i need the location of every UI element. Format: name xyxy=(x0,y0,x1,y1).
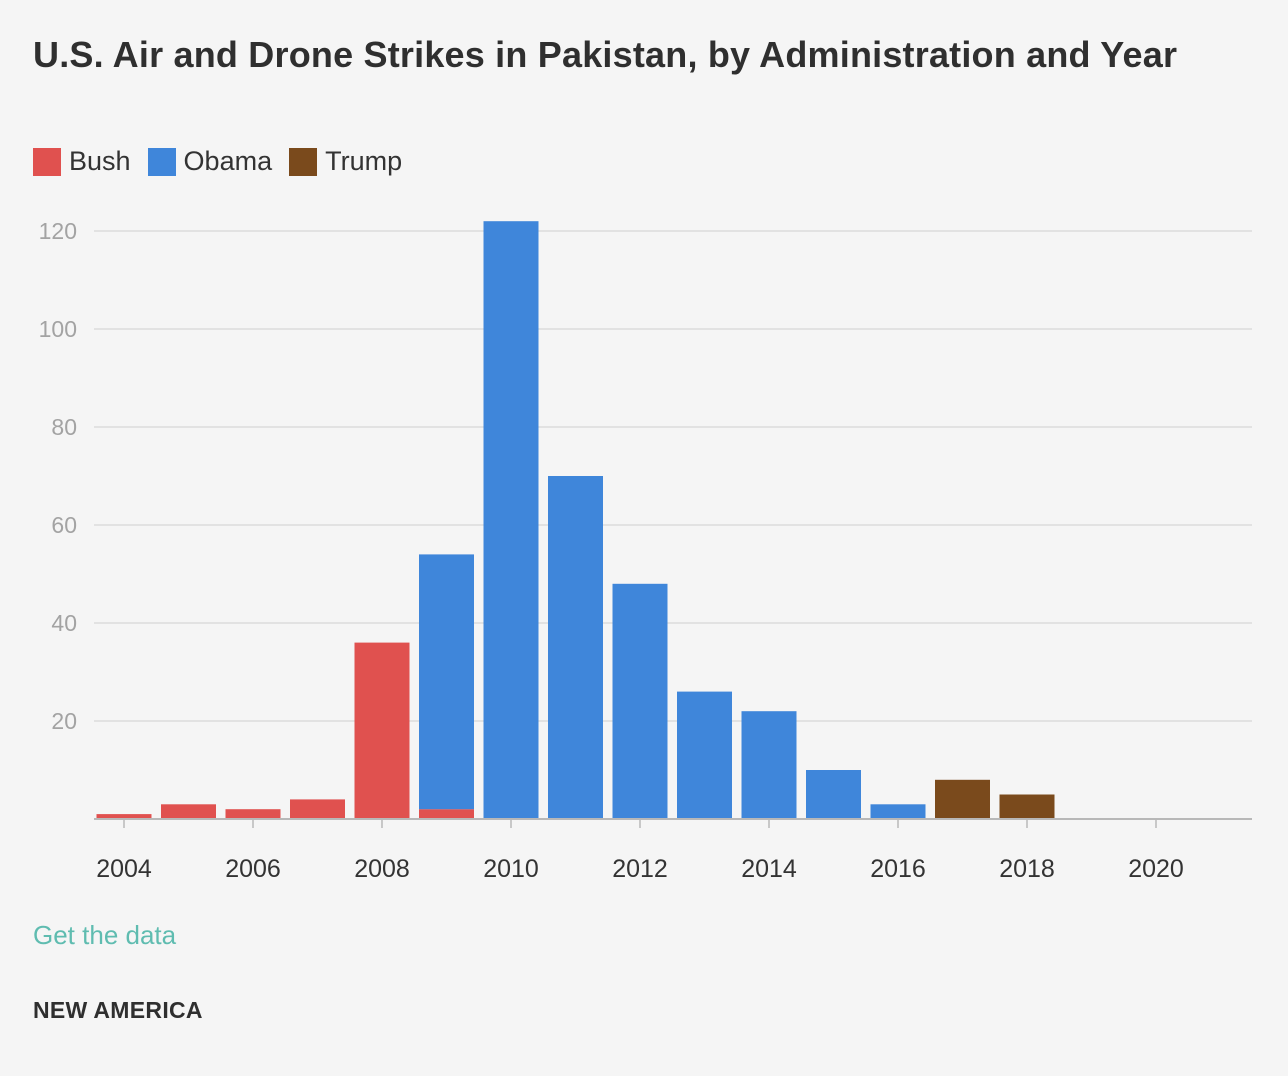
chart-legend: Bush Obama Trump xyxy=(33,146,419,177)
y-tick-label-40: 40 xyxy=(51,610,77,636)
x-tick-label-2014: 2014 xyxy=(741,855,797,883)
bar-bush-2006 xyxy=(225,809,281,819)
x-tick-label-2010: 2010 xyxy=(483,855,539,883)
bar-obama-2013 xyxy=(677,691,732,819)
x-tick-label-2006: 2006 xyxy=(225,855,281,883)
y-tick-label-60: 60 xyxy=(51,512,77,538)
bar-bush-2008 xyxy=(354,642,410,819)
legend-swatch-trump xyxy=(289,147,318,176)
legend-label-bush: Bush xyxy=(69,146,131,176)
get-the-data-link[interactable]: Get the data xyxy=(33,920,177,950)
bar-trump-2017 xyxy=(935,779,990,819)
legend-item-obama: Obama xyxy=(147,146,273,177)
y-axis-ticks: 20 40 60 80 100 120 xyxy=(39,218,77,734)
x-tick-label-2004: 2004 xyxy=(96,855,152,883)
x-tick-label-2016: 2016 xyxy=(870,855,926,883)
bar-trump-2018 xyxy=(999,794,1055,819)
bar-obama-2016 xyxy=(870,804,926,819)
x-tick-label-2020: 2020 xyxy=(1128,855,1184,883)
bars xyxy=(96,221,1055,819)
legend-item-bush: Bush xyxy=(33,146,131,177)
bar-obama-2011 xyxy=(548,476,603,819)
x-tick-label-2012: 2012 xyxy=(612,855,668,883)
bar-obama-2010 xyxy=(483,221,539,819)
legend-swatch-bush xyxy=(33,147,61,176)
y-tick-label-100: 100 xyxy=(39,316,77,342)
bar-obama-2012 xyxy=(612,583,668,819)
legend-swatch-obama xyxy=(147,147,176,176)
brand-logo-text: NEW AMERICA xyxy=(33,997,203,1023)
legend-label-trump: Trump xyxy=(325,146,403,176)
y-tick-label-120: 120 xyxy=(39,218,77,244)
x-tick-label-2018: 2018 xyxy=(999,855,1055,883)
y-tick-label-80: 80 xyxy=(51,414,77,440)
y-tick-label-20: 20 xyxy=(51,708,77,734)
x-axis-ticks: 2004 2006 2008 2010 2012 2014 2016 2018 2020 xyxy=(96,819,1184,883)
x-tick-label-2008: 2008 xyxy=(354,855,410,883)
chart-title: U.S. Air and Drone Strikes in Pakistan, … xyxy=(33,34,1178,75)
gridlines xyxy=(94,230,1252,722)
bar-obama-2014 xyxy=(741,711,797,819)
legend-item-trump: Trump xyxy=(289,146,402,177)
bar-bush-2007 xyxy=(290,799,345,819)
legend-label-obama: Obama xyxy=(183,146,273,176)
bar-bush-2009 xyxy=(419,809,474,819)
bar-bush-2004 xyxy=(96,814,152,819)
bar-obama-2009 xyxy=(419,554,474,810)
bar-obama-2015 xyxy=(806,770,861,819)
bar-bush-2005 xyxy=(161,804,216,819)
